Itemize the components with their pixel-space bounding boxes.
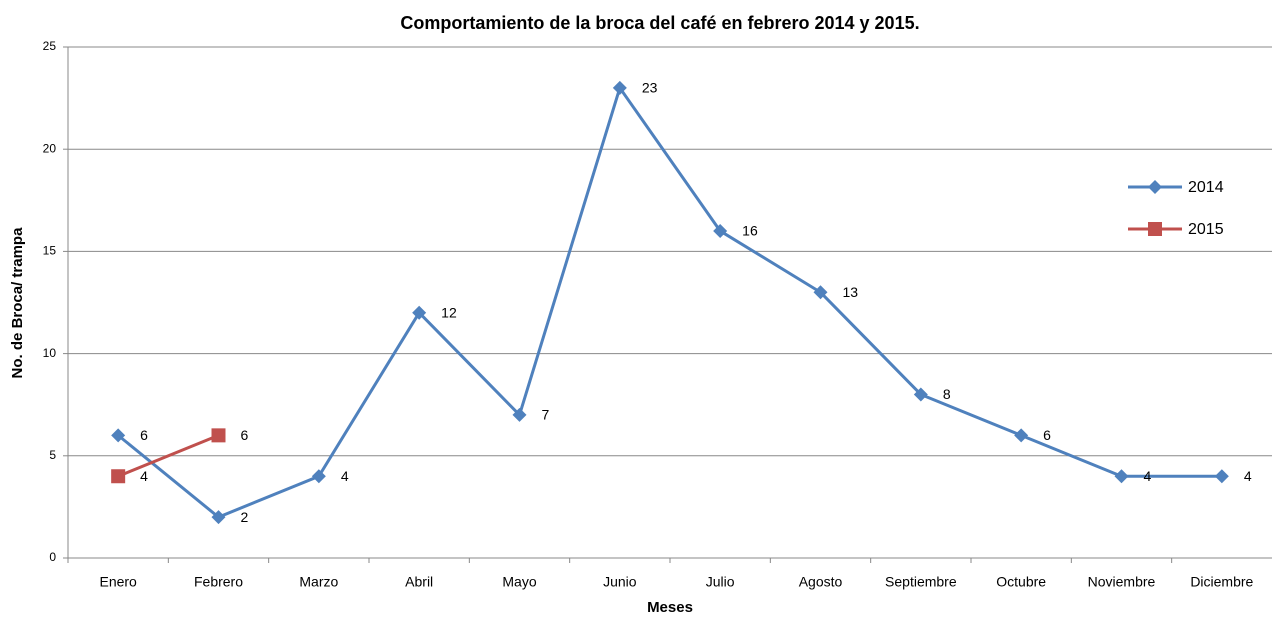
data-label: 16 xyxy=(742,223,758,239)
marker xyxy=(1214,469,1229,484)
marker xyxy=(813,285,828,300)
x-tick-label: Diciembre xyxy=(1190,574,1253,590)
y-tick-label: 0 xyxy=(49,550,56,564)
marker xyxy=(211,428,226,443)
y-tick-label: 10 xyxy=(43,346,57,360)
x-tick-label: Noviembre xyxy=(1088,574,1156,590)
series-line xyxy=(117,84,1222,519)
data-label: 6 xyxy=(1043,427,1051,443)
marker xyxy=(1014,428,1029,443)
x-tick-label: Mayo xyxy=(502,574,536,590)
marker xyxy=(1114,469,1129,484)
x-tick-label: Febrero xyxy=(194,574,243,590)
marker xyxy=(713,223,728,238)
x-tick-label: Agosto xyxy=(799,574,843,590)
marker xyxy=(612,80,627,95)
marker xyxy=(1148,180,1162,194)
marker xyxy=(111,469,126,484)
data-label: 6 xyxy=(140,427,148,443)
marker xyxy=(913,387,928,402)
y-tick-label: 20 xyxy=(43,141,57,155)
x-tick-label: Abril xyxy=(405,574,433,590)
y-tick-label: 25 xyxy=(43,39,57,53)
data-label: 7 xyxy=(542,407,550,423)
marker xyxy=(1148,222,1162,236)
marker xyxy=(111,428,126,443)
x-tick-label: Junio xyxy=(603,574,637,590)
x-tick-label: Julio xyxy=(706,574,735,590)
legend-label: 2014 xyxy=(1188,179,1224,196)
marker xyxy=(512,407,527,422)
x-axis-title: Meses xyxy=(647,599,693,616)
data-label: 4 xyxy=(1144,468,1152,484)
y-tick-label: 5 xyxy=(49,448,56,462)
marker xyxy=(412,305,427,320)
data-label: 13 xyxy=(843,284,859,300)
data-label: 6 xyxy=(241,427,249,443)
x-tick-label: Septiembre xyxy=(885,574,957,590)
y-axis-title: No. de Broca/ trampa xyxy=(9,227,26,379)
data-label: 4 xyxy=(140,468,148,484)
data-label: 2 xyxy=(241,509,249,525)
data-label: 8 xyxy=(943,386,951,402)
legend-label: 2015 xyxy=(1188,221,1224,238)
marker xyxy=(311,469,326,484)
data-label: 4 xyxy=(1244,468,1252,484)
marker xyxy=(211,510,226,525)
x-tick-label: Octubre xyxy=(996,574,1046,590)
data-label: 4 xyxy=(341,468,349,484)
data-label: 12 xyxy=(441,304,457,320)
y-tick-label: 15 xyxy=(43,244,57,258)
x-tick-label: Enero xyxy=(99,574,137,590)
chart-title: Comportamiento de la broca del café en f… xyxy=(400,13,919,33)
x-tick-label: Marzo xyxy=(299,574,338,590)
series-line xyxy=(117,433,220,478)
data-label: 23 xyxy=(642,80,658,96)
